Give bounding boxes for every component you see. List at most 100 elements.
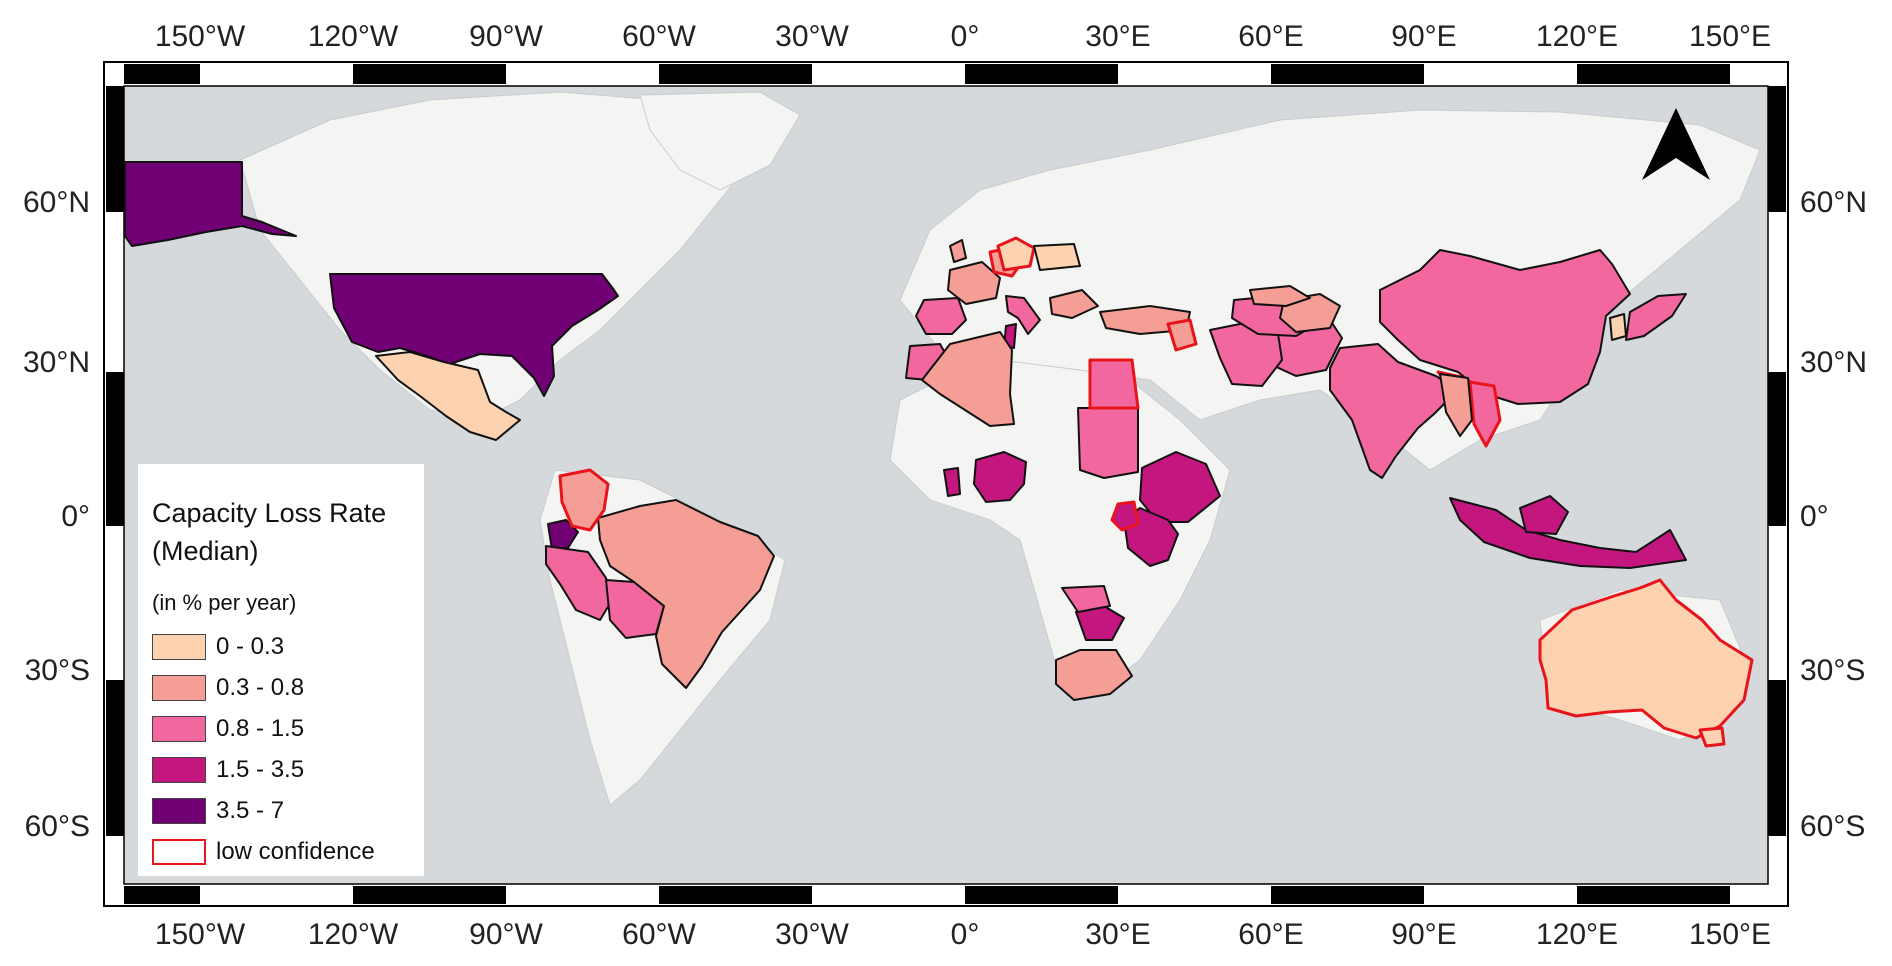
tick-top-label: 150°E: [1689, 20, 1771, 53]
tick-bottom-label: 90°E: [1391, 918, 1456, 951]
legend-item: 0 - 0.3: [152, 626, 410, 667]
country-mexico: [375, 351, 521, 441]
country-alaska: [124, 161, 297, 247]
legend-title-line2: (Median): [152, 536, 259, 566]
legend-item: 1.5 - 3.5: [152, 749, 410, 790]
country-saudi-region: [1166, 318, 1198, 352]
frame-segment: [965, 64, 1118, 84]
country-ethiopia: [1139, 451, 1221, 523]
frame-segment: [1730, 886, 1768, 904]
tick-left-label: 0°: [61, 500, 90, 533]
country-polygons: [124, 161, 1754, 748]
country-zambia: [1061, 585, 1111, 613]
country-borneo: [1519, 495, 1569, 535]
frame-segment: [1424, 886, 1577, 904]
country-brazil: [597, 499, 775, 689]
country-korea: [1609, 313, 1627, 341]
tick-left-label: 30°S: [25, 654, 90, 687]
country-algeria: [921, 331, 1015, 427]
tick-right-label: 30°N: [1800, 346, 1867, 379]
legend-unit: (in % per year): [152, 590, 297, 615]
frame-segment: [1118, 886, 1271, 904]
frame-segment: [1768, 372, 1786, 526]
tick-top-label: 30°W: [775, 20, 849, 53]
frame-segment: [106, 526, 124, 680]
tick-left-label: 60°N: [23, 186, 90, 219]
tick-right-label: 0°: [1800, 500, 1829, 533]
tick-bottom-label: 150°W: [155, 918, 246, 951]
tick-bottom-label: 30°W: [775, 918, 849, 951]
tick-bottom-label: 120°W: [308, 918, 399, 951]
frame-segment: [1768, 836, 1786, 884]
frame-segment: [659, 886, 812, 904]
frame-segment: [106, 680, 124, 836]
tick-top-label: 90°E: [1391, 20, 1456, 53]
country-spain: [915, 297, 967, 335]
country-colombia: [558, 468, 610, 532]
tick-bottom-label: 0°: [951, 918, 980, 951]
frame-segment: [1768, 86, 1786, 212]
frame-segment: [1730, 64, 1768, 84]
country-peru: [545, 545, 613, 621]
frame-segment: [353, 64, 506, 84]
tick-right-label: 30°S: [1800, 654, 1865, 687]
tick-top-label: 0°: [951, 20, 980, 53]
country-australia: [1538, 578, 1754, 740]
country-italy: [1005, 295, 1041, 335]
frame-segment: [659, 64, 812, 84]
tick-top-label: 120°W: [308, 20, 399, 53]
legend-label: low confidence: [216, 837, 375, 865]
country-poland-region: [1033, 243, 1081, 271]
country-uk: [949, 239, 967, 263]
frame-segment: [106, 212, 124, 372]
country-uganda: [1110, 500, 1140, 532]
frame-segment: [124, 64, 200, 84]
frame-segment: [1271, 64, 1424, 84]
tick-bottom-label: 60°W: [622, 918, 696, 951]
country-egypt: [1088, 358, 1140, 410]
frame-segment: [1768, 212, 1786, 372]
frame-segment: [1424, 64, 1577, 84]
country-france: [947, 261, 1001, 305]
country-japan: [1625, 293, 1687, 341]
tick-labels-left: 60°N 30°N 0° 30°S 60°S: [23, 186, 90, 843]
country-tasmania: [1698, 726, 1726, 748]
tick-bottom-label: 150°E: [1689, 918, 1771, 951]
frame-segment: [1577, 886, 1730, 904]
frame-segment: [106, 86, 124, 212]
tick-bottom-label: 90°W: [469, 918, 543, 951]
legend-swatch: [152, 633, 206, 660]
country-greece-balkans: [1049, 289, 1099, 319]
land-greenland: [639, 91, 801, 191]
frame-segment: [965, 886, 1118, 904]
north-arrow-icon: [1642, 108, 1710, 180]
country-south-africa: [1055, 649, 1133, 701]
country-ecuador: [547, 519, 579, 551]
legend-swatch: [152, 674, 206, 701]
frame-segment: [106, 372, 124, 526]
tick-top-label: 60°W: [622, 20, 696, 53]
tick-bottom-label: 30°E: [1085, 918, 1150, 951]
frame-segment: [106, 836, 124, 884]
tick-labels-top: 150°W 120°W 90°W 60°W 30°W 0° 30°E 60°E 90°E 120°…: [155, 20, 1771, 53]
legend-swatch: [152, 797, 206, 824]
tick-right-label: 60°N: [1800, 186, 1867, 219]
legend-label: 0.3 - 0.8: [216, 673, 305, 701]
frame-segment: [1768, 680, 1786, 836]
country-scandinavia: [996, 236, 1036, 272]
frame-segment: [812, 64, 965, 84]
legend-title-line1: Capacity Loss Rate: [152, 498, 387, 528]
legend-items: 0 - 0.3 0.3 - 0.8 0.8 - 1.5 1.5 - 3.5 3.5 - …: [152, 626, 410, 872]
tick-left-label: 30°N: [23, 346, 90, 379]
country-myanmar-vietnam: [1439, 373, 1473, 437]
legend-label: 0.8 - 1.5: [216, 714, 305, 742]
frame-segment: [200, 64, 353, 84]
country-china: [1379, 249, 1631, 405]
tick-labels-right: 60°N 30°N 0° 30°S 60°S: [1800, 186, 1867, 843]
tick-top-label: 60°E: [1238, 20, 1303, 53]
tick-top-label: 90°W: [469, 20, 543, 53]
tick-right-label: 60°S: [1800, 810, 1865, 843]
tick-top-label: 150°W: [155, 20, 246, 53]
legend-label: 0 - 0.3: [216, 632, 285, 660]
legend: Capacity Loss Rate (Median) (in % per ye…: [138, 464, 424, 876]
